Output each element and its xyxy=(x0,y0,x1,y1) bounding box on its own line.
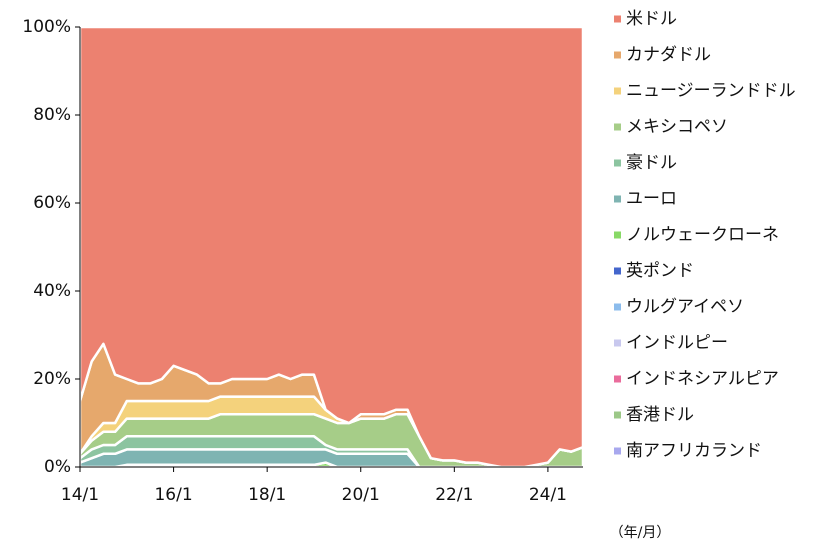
x-tick-label: 18/1 xyxy=(248,485,286,505)
legend-label: ノルウェークローネ xyxy=(626,225,779,245)
legend-swatch xyxy=(614,15,621,23)
legend-label: 豪ドル xyxy=(626,152,677,173)
y-tick-label: 100% xyxy=(22,17,71,37)
legend-swatch xyxy=(614,195,621,203)
legend-swatch xyxy=(614,87,621,95)
legend-label: ウルグアイペソ xyxy=(626,297,744,317)
areas xyxy=(78,25,585,469)
legend-label: メキシコペソ xyxy=(626,117,728,137)
legend-label: ユーロ xyxy=(626,189,677,209)
legend-label: ニュージーランドドル xyxy=(626,81,796,101)
y-tick-label: 60% xyxy=(33,193,71,213)
x-axis-label: （年/月） xyxy=(610,525,671,541)
legend-label: 英ポンド xyxy=(626,261,694,281)
y-tick-label: 40% xyxy=(33,281,71,301)
legend-label: 香港ドル xyxy=(626,405,694,425)
legend-label: 米ドル xyxy=(626,9,677,29)
legend-label: 南アフリカランド xyxy=(626,441,762,461)
area xyxy=(78,25,585,469)
y-tick-label: 0% xyxy=(44,457,71,477)
x-tick-label: 16/1 xyxy=(154,485,192,505)
legend-label: インドルピー xyxy=(626,333,728,353)
y-tick-label: 20% xyxy=(33,369,71,389)
legend-label: カナダドル xyxy=(626,45,711,65)
legend-swatch xyxy=(614,231,621,239)
legend-swatch xyxy=(614,51,621,59)
legend-swatch xyxy=(614,267,621,275)
x-tick-label: 14/1 xyxy=(61,485,99,505)
x-tick-label: 22/1 xyxy=(435,485,473,505)
legend-swatch xyxy=(614,447,621,455)
legend-swatch xyxy=(614,375,621,383)
legend-swatch xyxy=(614,411,621,419)
legend-swatch xyxy=(614,159,621,167)
x-tick-label: 24/1 xyxy=(529,485,567,505)
legend-swatch xyxy=(614,339,621,347)
legend-label: インドネシアルピア xyxy=(626,369,779,389)
x-tick-label: 20/1 xyxy=(342,485,380,505)
legend-swatch xyxy=(614,123,621,131)
y-tick-label: 80% xyxy=(33,105,71,125)
legend-swatch xyxy=(614,303,621,311)
